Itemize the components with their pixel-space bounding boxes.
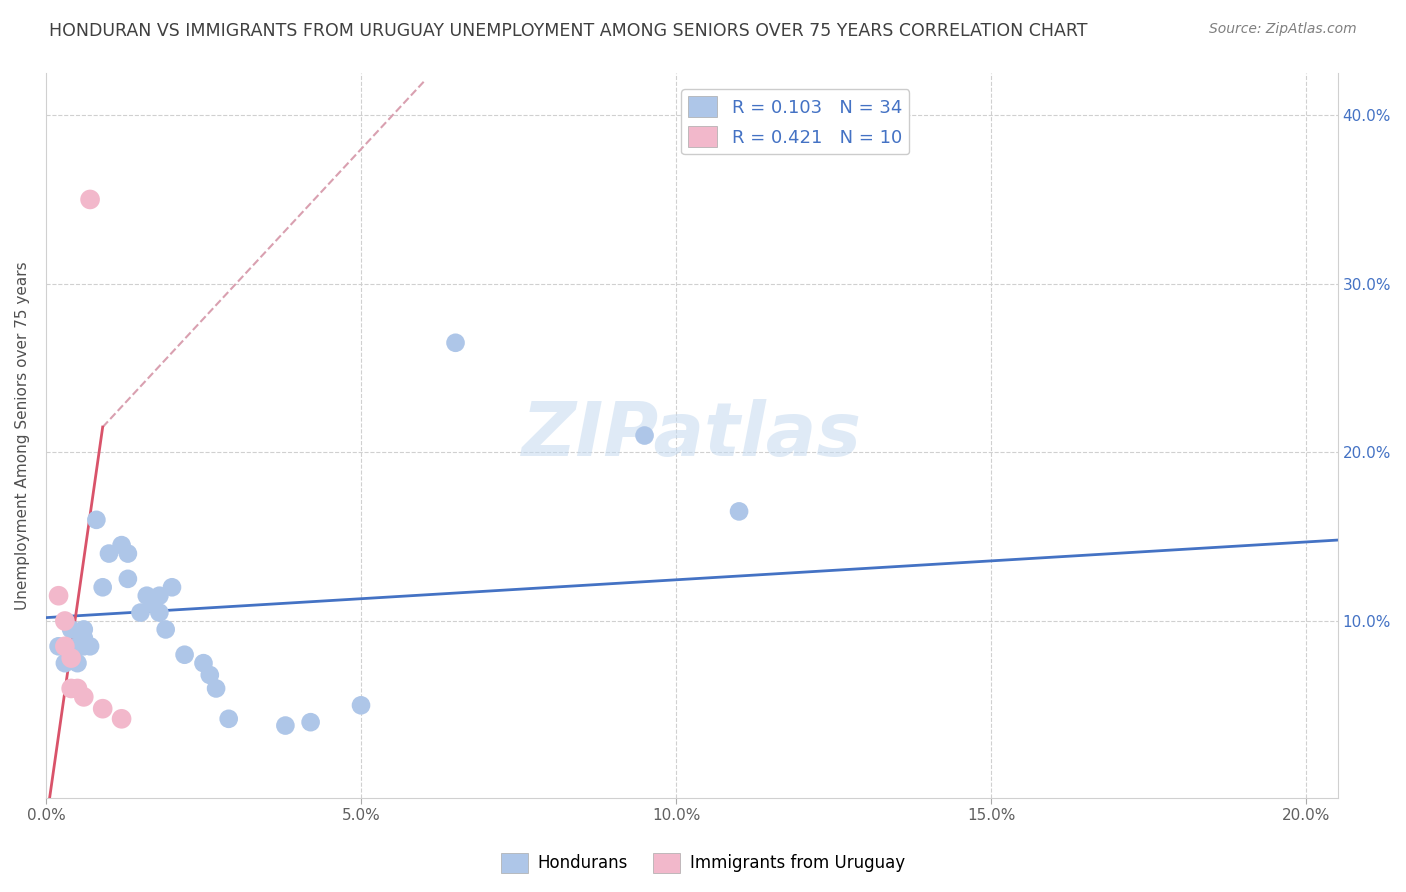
Point [91,701,114,715]
Point [218,712,240,726]
Point [198,668,221,682]
Point [66,656,89,670]
Point [98,547,121,561]
Point [73,640,96,654]
Point [350,698,373,713]
Point [60,623,83,637]
Point [79,640,101,654]
Y-axis label: Unemployment Among Seniors over 75 years: Unemployment Among Seniors over 75 years [15,261,30,610]
Point [48,589,70,603]
Point [73,631,96,645]
Point [274,718,297,732]
Point [173,648,195,662]
Point [86,513,108,527]
Point [60,644,83,658]
Text: HONDURAN VS IMMIGRANTS FROM URUGUAY UNEMPLOYMENT AMONG SENIORS OVER 75 YEARS COR: HONDURAN VS IMMIGRANTS FROM URUGUAY UNEM… [49,22,1088,40]
Point [299,715,322,730]
Point [142,597,165,611]
Point [160,580,183,594]
Point [155,623,177,637]
Legend: R = 0.103   N = 34, R = 0.421   N = 10: R = 0.103 N = 34, R = 0.421 N = 10 [681,89,910,154]
Point [148,606,170,620]
Point [129,606,152,620]
Point [79,193,101,207]
Point [53,656,76,670]
Point [91,580,114,594]
Text: Source: ZipAtlas.com: Source: ZipAtlas.com [1209,22,1357,37]
Point [135,589,157,603]
Point [205,681,228,696]
Point [73,623,96,637]
Point [148,589,170,603]
Point [48,640,70,654]
Point [53,614,76,628]
Point [73,690,96,704]
Point [66,640,89,654]
Point [633,428,655,442]
Text: ZIPatlas: ZIPatlas [522,399,862,472]
Legend: Hondurans, Immigrants from Uruguay: Hondurans, Immigrants from Uruguay [495,847,911,880]
Point [193,656,215,670]
Point [53,640,76,654]
Point [728,504,751,518]
Point [117,572,139,586]
Point [110,712,132,726]
Point [117,547,139,561]
Point [60,651,83,665]
Point [66,681,89,696]
Point [110,538,132,552]
Point [60,681,83,696]
Point [444,335,467,350]
